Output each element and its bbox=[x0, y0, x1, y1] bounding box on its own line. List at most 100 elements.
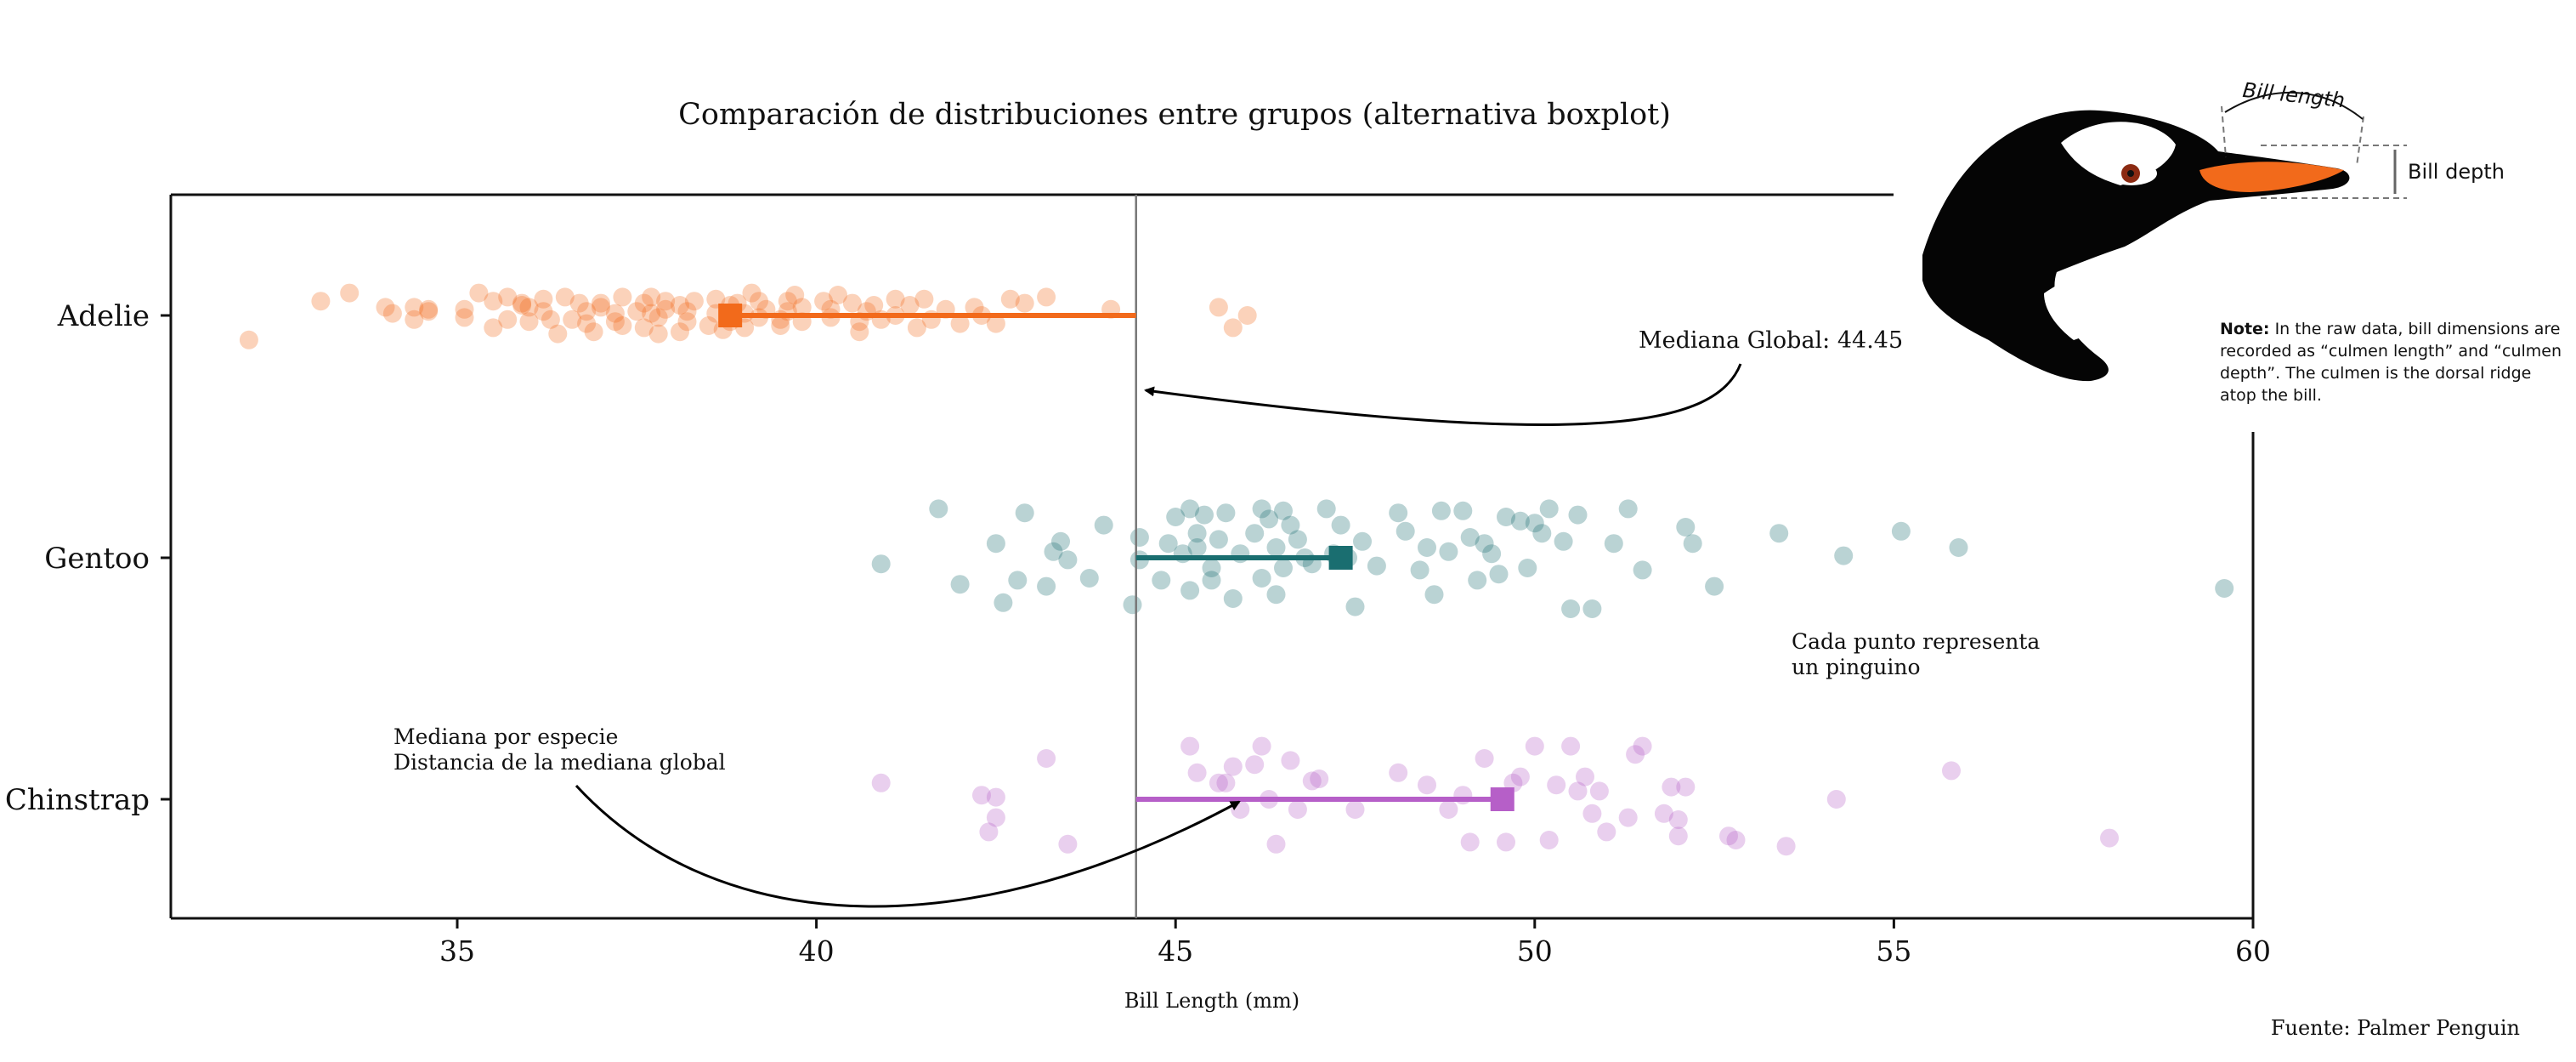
data-point bbox=[419, 302, 439, 321]
data-point bbox=[1834, 546, 1854, 565]
data-point bbox=[592, 293, 610, 313]
data-point bbox=[1266, 585, 1286, 605]
data-point bbox=[1353, 531, 1372, 551]
data-point bbox=[1561, 599, 1581, 618]
data-point bbox=[1037, 287, 1056, 307]
x-axis-label: Bill Length (mm) bbox=[1124, 989, 1299, 1013]
data-point bbox=[555, 287, 575, 307]
data-point bbox=[1051, 531, 1070, 551]
data-point bbox=[1316, 499, 1336, 519]
data-point bbox=[1266, 538, 1286, 557]
data-point bbox=[1281, 515, 1300, 535]
series-gentoo bbox=[871, 499, 2234, 618]
data-point bbox=[498, 310, 518, 329]
data-point bbox=[1597, 822, 1616, 842]
data-point bbox=[1424, 585, 1444, 605]
series-chinstrap bbox=[871, 736, 2119, 856]
data-point bbox=[1626, 745, 1645, 764]
data-point bbox=[1582, 804, 1602, 823]
data-point bbox=[1245, 524, 1265, 543]
data-point bbox=[1058, 834, 1078, 854]
data-point bbox=[986, 787, 1005, 807]
data-point bbox=[1202, 571, 1221, 590]
data-point bbox=[1288, 530, 1307, 549]
data-point bbox=[965, 298, 984, 317]
data-point bbox=[1769, 524, 1789, 543]
data-point bbox=[778, 292, 797, 311]
data-point bbox=[1489, 565, 1509, 584]
data-point bbox=[2215, 579, 2234, 598]
data-point bbox=[986, 534, 1005, 554]
data-point bbox=[2100, 828, 2119, 848]
chart-title: Comparación de distribuciones entre grup… bbox=[678, 98, 1671, 132]
data-point bbox=[950, 575, 970, 594]
data-point bbox=[1942, 761, 1961, 781]
data-point bbox=[1129, 528, 1149, 547]
data-point bbox=[1568, 505, 1588, 525]
data-point bbox=[1460, 832, 1480, 852]
data-point bbox=[1532, 524, 1552, 543]
per-species-annotation-line1: Mediana por especie bbox=[393, 724, 618, 749]
median-marker-gentoo bbox=[1328, 546, 1353, 570]
data-point bbox=[340, 283, 360, 303]
penguin-white-cheek bbox=[2044, 269, 2142, 340]
data-point bbox=[512, 293, 532, 313]
data-point bbox=[1668, 810, 1688, 829]
data-point bbox=[512, 296, 532, 315]
series-adelie bbox=[239, 283, 1257, 349]
note-text: In the raw data, bill dimensions are rec… bbox=[2220, 320, 2562, 405]
data-point bbox=[1604, 534, 1623, 554]
penguin-pupil bbox=[2127, 170, 2134, 177]
data-point bbox=[1274, 501, 1293, 520]
data-point bbox=[1418, 775, 1436, 795]
data-point bbox=[469, 283, 489, 303]
data-point bbox=[1654, 804, 1673, 823]
data-point bbox=[1676, 518, 1696, 537]
data-point bbox=[792, 298, 812, 317]
data-point bbox=[569, 293, 589, 313]
source-caption: Fuente: Palmer Penguin bbox=[2271, 1016, 2520, 1040]
data-point bbox=[1202, 559, 1221, 577]
x-tick-label: 40 bbox=[799, 934, 835, 968]
data-point bbox=[627, 302, 647, 321]
y-tick-label-adelie: Adelie bbox=[57, 299, 150, 333]
data-point bbox=[1719, 826, 1738, 846]
data-point bbox=[1158, 534, 1178, 554]
data-point bbox=[1683, 534, 1702, 554]
data-point bbox=[1195, 505, 1214, 525]
data-point bbox=[986, 314, 1005, 333]
data-point bbox=[1396, 521, 1415, 541]
data-point bbox=[376, 298, 395, 317]
data-point bbox=[1260, 509, 1279, 529]
data-point bbox=[1180, 581, 1200, 600]
data-point bbox=[871, 554, 891, 574]
data-point bbox=[1482, 544, 1502, 564]
data-point bbox=[534, 289, 553, 309]
y-tick-label-chinstrap: Chinstrap bbox=[5, 783, 150, 817]
data-point bbox=[1589, 781, 1609, 801]
data-point bbox=[1460, 528, 1480, 547]
data-point bbox=[642, 304, 661, 323]
data-point bbox=[1676, 777, 1696, 797]
data-point bbox=[1044, 542, 1063, 561]
data-point bbox=[914, 289, 934, 309]
data-point bbox=[1015, 293, 1034, 313]
data-point bbox=[1618, 808, 1638, 827]
data-point bbox=[994, 593, 1013, 612]
data-point bbox=[1187, 524, 1207, 543]
bill-measure-guides bbox=[2221, 105, 2407, 199]
data-point bbox=[1209, 773, 1228, 792]
data-point bbox=[1561, 736, 1581, 756]
data-point bbox=[1281, 751, 1300, 770]
data-point bbox=[907, 318, 926, 338]
data-point bbox=[1576, 767, 1594, 787]
data-point bbox=[1891, 521, 1911, 541]
data-point bbox=[656, 292, 676, 311]
data-point bbox=[829, 286, 847, 304]
data-point bbox=[1510, 511, 1530, 531]
data-point bbox=[382, 304, 402, 323]
data-point bbox=[1252, 499, 1271, 519]
data-point bbox=[656, 299, 676, 319]
data-point bbox=[850, 322, 869, 342]
data-point bbox=[986, 808, 1005, 827]
